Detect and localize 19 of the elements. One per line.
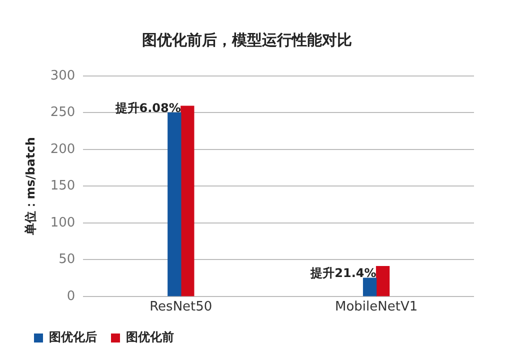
chart-title: 图优化前后，模型运行性能对比	[142, 30, 352, 49]
y-tick-label: 200	[50, 142, 76, 157]
bar	[376, 266, 390, 296]
y-tick-label: 100	[50, 215, 76, 230]
y-tick-label: 0	[66, 288, 76, 304]
bar	[362, 278, 377, 296]
y-tick-label: 50	[58, 252, 76, 268]
y-tick-label: 150	[50, 178, 76, 194]
bar	[180, 106, 194, 296]
y-tick-label: 300	[50, 68, 76, 84]
y-axis-title: 单位：ms/batch	[23, 137, 38, 236]
bar	[168, 112, 182, 296]
y-tick-label: 250	[50, 105, 76, 120]
legend-label: 图优化前	[126, 330, 174, 344]
x-tick-label: MobileNetV1	[334, 300, 418, 315]
annotation: 提升21.4%	[310, 266, 376, 280]
annotation: 提升6.08%	[114, 100, 181, 115]
legend-label: 图优化后	[49, 330, 97, 344]
x-tick-label: ResNet50	[150, 300, 212, 315]
